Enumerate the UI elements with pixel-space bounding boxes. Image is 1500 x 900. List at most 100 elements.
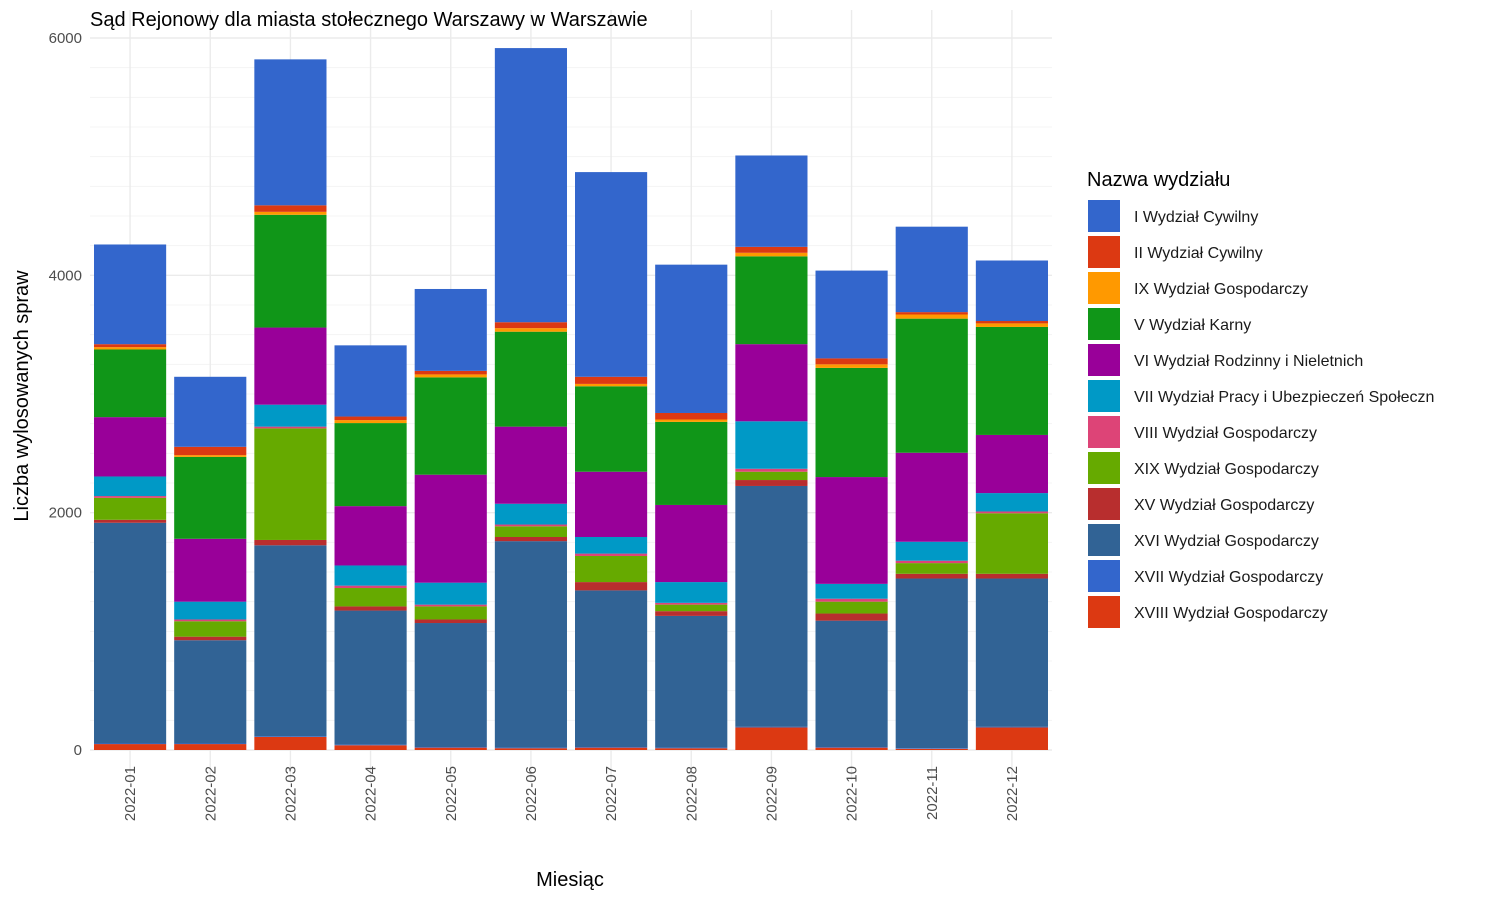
bar-segment[interactable] [334,585,407,589]
bar-segment[interactable] [735,468,808,472]
bar-segment[interactable] [494,541,567,748]
bar-segment[interactable] [174,456,247,539]
bar-segment[interactable] [815,583,888,599]
legend-item[interactable]: XVII Wydział Gospodarczy [1088,560,1323,592]
bar-segment[interactable] [735,155,808,247]
bar-segment[interactable] [414,604,487,607]
bar-segment[interactable] [815,358,888,365]
bar-segment[interactable] [975,578,1048,727]
bar-segment[interactable] [575,172,648,377]
bar-segment[interactable] [174,744,247,750]
bar-segment[interactable] [655,748,728,750]
bar-segment[interactable] [414,474,487,583]
bar-segment[interactable] [94,344,167,348]
bar-segment[interactable] [975,493,1048,512]
bar-segment[interactable] [895,563,968,574]
legend-item[interactable]: V Wydział Karny [1088,308,1251,340]
bar-segment[interactable] [895,578,968,749]
bar-segment[interactable] [815,747,888,750]
legend-item[interactable]: VI Wydział Rodzinny i Nieletnich [1088,344,1363,376]
bar-segment[interactable] [414,370,487,375]
bar-segment[interactable] [735,252,808,257]
bar-segment[interactable] [735,344,808,422]
bar-segment[interactable] [174,538,247,602]
bar-segment[interactable] [815,598,888,602]
bar-segment[interactable] [975,323,1048,327]
bar-segment[interactable] [494,536,567,542]
legend-item[interactable]: XVI Wydział Gospodarczy [1088,524,1319,556]
bar-segment[interactable] [414,747,487,750]
bar-segment[interactable] [494,426,567,504]
bar-segment[interactable] [254,736,327,737]
bar-segment[interactable] [575,555,648,583]
bar-segment[interactable] [575,747,648,750]
bar-segment[interactable] [975,511,1048,514]
bar-segment[interactable] [975,573,1048,579]
bar-segment[interactable] [334,565,407,586]
bar-segment[interactable] [735,256,808,345]
bar-segment[interactable] [254,545,327,737]
legend-item[interactable]: XV Wydział Gospodarczy [1088,488,1314,520]
bar-segment[interactable] [655,582,728,603]
bar-segment[interactable] [334,345,407,417]
bar-segment[interactable] [975,726,1048,728]
bar-segment[interactable] [334,744,407,746]
bar-segment[interactable] [94,744,167,750]
bar-segment[interactable] [655,421,728,505]
bar-segment[interactable] [254,736,327,750]
bar-segment[interactable] [94,347,167,350]
bar-segment[interactable] [735,421,808,469]
bar-segment[interactable] [174,636,247,641]
bar-segment[interactable] [254,214,327,328]
bar-segment[interactable] [494,331,567,427]
bar-segment[interactable] [254,426,327,429]
bar-segment[interactable] [94,519,167,523]
bar-segment[interactable] [655,504,728,583]
bar-segment[interactable] [655,615,728,748]
bar-segment[interactable] [735,471,808,481]
bar-segment[interactable] [815,477,888,584]
bar-segment[interactable] [414,606,487,620]
bar-segment[interactable] [975,727,1048,750]
bar-segment[interactable] [334,420,407,424]
legend-item[interactable]: XIX Wydział Gospodarczy [1088,452,1319,484]
bar-segment[interactable] [655,264,728,413]
bar-segment[interactable] [334,606,407,611]
bar-segment[interactable] [414,747,487,748]
bar-segment[interactable] [494,747,567,749]
bar-segment[interactable] [414,377,487,475]
bar-segment[interactable] [334,610,407,745]
bar-segment[interactable] [815,747,888,748]
bar-segment[interactable] [735,726,808,728]
bar-segment[interactable] [494,748,567,750]
bar-segment[interactable] [94,743,167,745]
bar-segment[interactable] [895,541,968,561]
bar-segment[interactable] [655,604,728,612]
bar-segment[interactable] [94,496,167,498]
bar-segment[interactable] [334,588,407,607]
bar-segment[interactable] [174,621,247,637]
bar-segment[interactable] [575,747,648,748]
bar-segment[interactable] [174,446,247,456]
bar-segment[interactable] [655,747,728,749]
bar-segment[interactable] [575,383,648,387]
bar-segment[interactable] [815,613,888,621]
bar-segment[interactable] [735,480,808,486]
legend-item[interactable]: IX Wydział Gospodarczy [1088,272,1308,304]
bar-segment[interactable] [655,611,728,616]
legend-item[interactable]: I Wydział Cywilny [1088,200,1258,232]
bar-segment[interactable] [494,48,567,323]
bar-segment[interactable] [575,582,648,591]
bar-segment[interactable] [254,404,327,427]
bar-segment[interactable] [735,485,808,727]
bar-segment[interactable] [575,553,648,556]
bar-segment[interactable] [494,503,567,525]
bar-segment[interactable] [575,376,648,384]
bar-segment[interactable] [254,59,327,206]
bar-segment[interactable] [895,748,968,750]
bar-segment[interactable] [494,328,567,332]
bar-segment[interactable] [815,620,888,748]
bar-segment[interactable] [655,412,728,420]
bar-segment[interactable] [94,476,167,497]
bar-segment[interactable] [174,619,247,622]
